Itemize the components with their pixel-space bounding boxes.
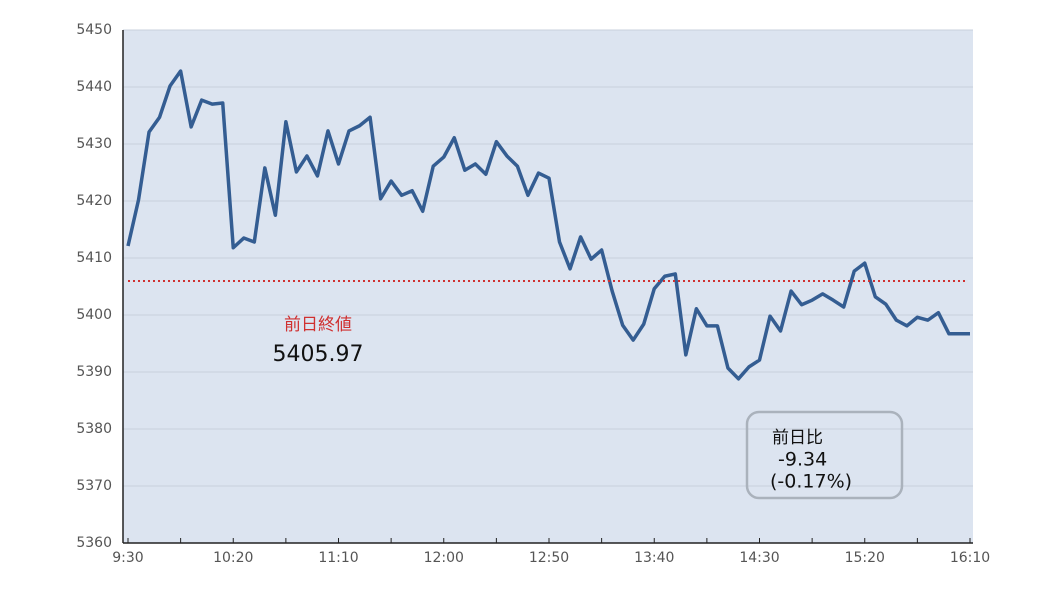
y-tick-label: 5390 [76,364,112,380]
x-tick-label: 10:20 [213,550,253,566]
y-tick-label: 5450 [76,22,112,38]
x-tick-label: 11:10 [318,550,358,566]
y-tick-label: 5400 [76,307,112,323]
reference-value: 5405.97 [273,342,364,367]
change-value: -9.34 [778,449,827,471]
change-percent: (-0.17%) [770,471,852,493]
y-tick-label: 5410 [76,250,112,266]
y-tick-label: 5380 [76,421,112,437]
x-tick-label: 14:30 [739,550,779,566]
reference-label: 前日終値 [284,315,352,335]
change-box [745,410,904,500]
price-line [126,69,970,381]
y-tick-label: 5360 [76,535,112,551]
y-tick-label: 5430 [76,136,112,152]
plot-area [123,30,973,543]
y-tick-label: 5370 [76,478,112,494]
x-tick-label: 16:10 [950,550,990,566]
y-tick-label: 5440 [76,79,112,95]
x-tick-label: 13:40 [634,550,674,566]
change-label: 前日比 [772,428,823,448]
x-tick-label: 15:20 [845,550,885,566]
x-tick-label: 12:00 [424,550,464,566]
x-tick-label: 9:30 [112,550,143,566]
y-tick-label: 5420 [76,193,112,209]
x-tick-label: 12:50 [529,550,569,566]
